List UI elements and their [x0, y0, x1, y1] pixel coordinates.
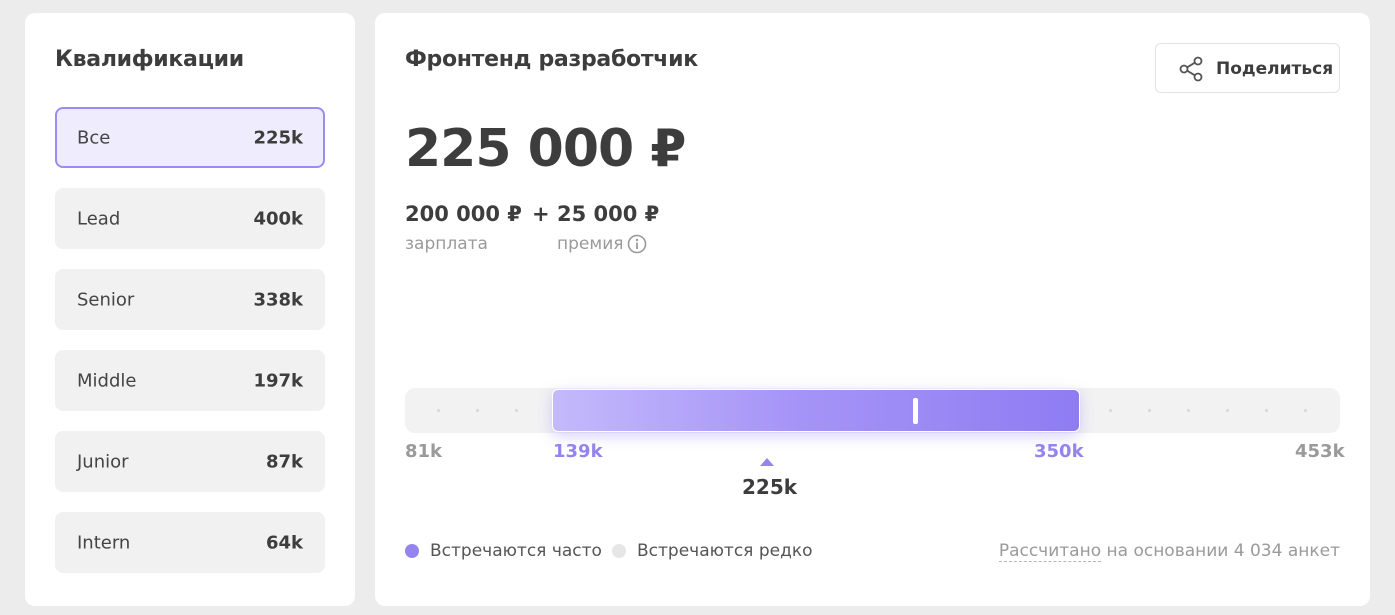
legend-frequent-label: Встречаются часто	[430, 541, 602, 561]
track-dot	[1265, 409, 1268, 412]
qualification-name: Middle	[77, 370, 137, 391]
salary-range-bar	[552, 389, 1080, 432]
share-button[interactable]: Поделиться	[1155, 43, 1340, 93]
range-low-label: 139k	[553, 441, 603, 462]
track-dot	[1304, 409, 1307, 412]
qualification-name: Все	[77, 127, 111, 148]
qualifications-title: Квалификации	[55, 47, 244, 72]
calculation-info-link[interactable]: Рассчитано	[998, 541, 1102, 562]
median-label: 225k	[742, 475, 798, 499]
bonus-label: премия	[557, 234, 624, 254]
track-dot	[1109, 409, 1112, 412]
qualification-name: Intern	[77, 532, 131, 553]
qualification-name: Lead	[77, 208, 121, 229]
qualification-item-senior[interactable]: Senior 338k	[55, 269, 325, 330]
info-icon[interactable]	[627, 234, 647, 254]
qualification-item-junior[interactable]: Junior 87k	[55, 431, 325, 492]
median-arrow-icon	[760, 458, 774, 466]
track-dot	[437, 409, 440, 412]
qualification-item-middle[interactable]: Middle 197k	[55, 350, 325, 411]
qualification-value: 338k	[253, 289, 303, 310]
bonus-amount: 25 000 ₽	[557, 202, 660, 226]
range-max-label: 453k	[1295, 441, 1345, 462]
qualification-value: 400k	[253, 208, 303, 229]
qualification-value: 197k	[253, 370, 303, 391]
share-icon	[1179, 56, 1203, 82]
qualification-item-intern[interactable]: Intern 64k	[55, 512, 325, 573]
legend-rare-label: Встречаются редко	[637, 541, 813, 561]
median-marker	[913, 398, 918, 424]
salary-range-track	[405, 388, 1340, 433]
track-dot	[1187, 409, 1190, 412]
track-dot	[1226, 409, 1229, 412]
salary-panel: Фронтенд разработчик Поделиться 225 000 …	[375, 13, 1370, 606]
track-dot	[476, 409, 479, 412]
plus-sign: +	[532, 202, 550, 226]
salary-label: зарплата	[405, 234, 488, 254]
range-min-label: 81k	[405, 441, 443, 462]
legend-rare-dot	[612, 544, 626, 558]
qualification-value: 87k	[265, 451, 303, 472]
job-title: Фронтенд разработчик	[405, 47, 698, 72]
share-label: Поделиться	[1216, 59, 1334, 79]
range-high-label: 350k	[1034, 441, 1084, 462]
salary-amount: 200 000 ₽	[405, 202, 522, 226]
track-dot	[515, 409, 518, 412]
legend-frequent-dot	[405, 544, 419, 558]
qualification-name: Senior	[77, 289, 135, 310]
footnote-text: на основании 4 034 анкет	[1101, 541, 1341, 561]
qualification-item-lead[interactable]: Lead 400k	[55, 188, 325, 249]
footnote: Рассчитано на основании 4 034 анкет	[998, 541, 1341, 562]
qualifications-panel: Квалификации Все 225k Lead 400k Senior 3…	[25, 13, 355, 606]
qualifications-list: Все 225k Lead 400k Senior 338k Middle 19…	[55, 107, 325, 593]
qualification-name: Junior	[77, 451, 129, 472]
qualification-item-all[interactable]: Все 225k	[55, 107, 325, 168]
total-salary: 225 000 ₽	[405, 119, 686, 179]
qualification-value: 64k	[265, 532, 303, 553]
qualification-value: 225k	[253, 127, 303, 148]
track-dot	[1148, 409, 1151, 412]
